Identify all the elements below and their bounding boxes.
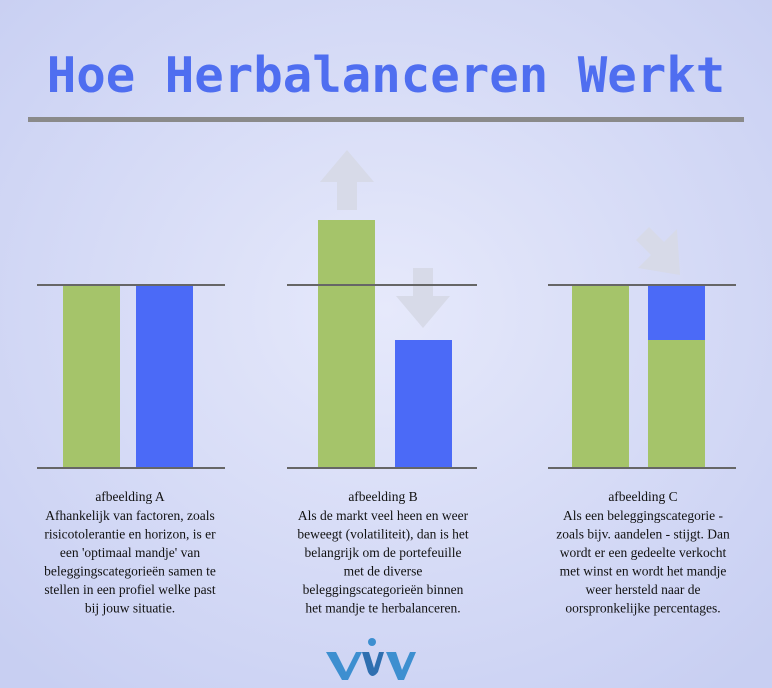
- panel-caption: afbeelding C: [608, 489, 677, 504]
- panel-a: [37, 284, 225, 469]
- panel-text: beleggingscategorieën binnen: [303, 582, 464, 597]
- arrow-diagonal: [636, 227, 680, 275]
- panel-b: [287, 150, 477, 469]
- panel-text: Als een beleggingscategorie -: [563, 508, 724, 523]
- bar: [318, 220, 375, 468]
- bar: [63, 285, 120, 468]
- title-rule: [28, 117, 744, 122]
- bar: [648, 285, 705, 340]
- panel-text: het mandje te herbalanceren.: [305, 601, 460, 616]
- panel-text: Als de markt veel heen en weer: [298, 508, 469, 523]
- panel-text: met winst en wordt het mandje: [560, 564, 727, 579]
- panel-caption: afbeelding B: [348, 489, 417, 504]
- panel-text: bij jouw situatie.: [85, 601, 175, 616]
- panel-text: wordt er een gedeelte verkocht: [560, 545, 727, 560]
- panel-text: risicotolerantie en horizon, is er: [44, 527, 216, 542]
- panel-text: weer hersteld naar de: [585, 582, 700, 597]
- panel-text: stellen in een profiel welke past: [44, 582, 216, 597]
- panel-c: [548, 227, 736, 469]
- bar: [395, 340, 452, 468]
- logo: [326, 638, 416, 680]
- panel-text: zoals bijv. aandelen - stijgt. Dan: [556, 527, 730, 542]
- title: Hoe Herbalanceren Werkt: [47, 47, 726, 104]
- bar: [136, 285, 193, 468]
- panel-text: oorspronkelijke percentages.: [565, 601, 720, 616]
- panel-text: belangrijk om de portefeuille: [304, 545, 461, 560]
- panel-text: een 'optimaal mandje' van: [60, 545, 200, 560]
- panel-text: Afhankelijk van factoren, zoals: [45, 508, 214, 523]
- arrow-up: [320, 150, 374, 210]
- panel-text: beweegt (volatiliteit), dan is het: [297, 527, 469, 542]
- bar: [648, 340, 705, 468]
- bar: [572, 285, 629, 468]
- panel-text: beleggingscategorieën samen te: [44, 564, 216, 579]
- panel-text: met de diverse: [344, 564, 423, 579]
- arrow-down: [396, 268, 450, 328]
- panel-caption: afbeelding A: [95, 489, 165, 504]
